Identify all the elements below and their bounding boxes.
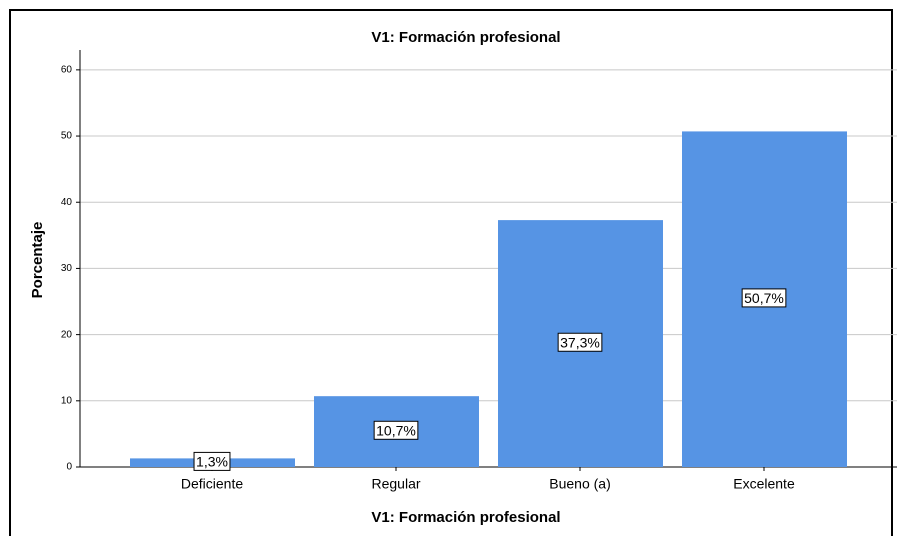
value-label-box xyxy=(741,288,787,308)
y-axis-label: Porcentaje xyxy=(29,222,46,299)
chart-title: V1: Formación profesional xyxy=(371,29,560,46)
y-tick-label: 50 xyxy=(61,131,73,142)
value-label-box xyxy=(193,451,231,471)
x-tick-label: Excelente xyxy=(733,476,795,492)
y-tick-label: 20 xyxy=(61,329,73,340)
x-tick-label: Bueno (a) xyxy=(549,476,610,492)
value-label-box xyxy=(557,332,603,352)
x-axis-label: V1: Formación profesional xyxy=(371,509,560,526)
value-label: 1,3% xyxy=(196,453,228,469)
value-label: 50,7% xyxy=(744,290,784,306)
value-label-box xyxy=(373,420,419,440)
y-tick-label: 0 xyxy=(66,462,72,473)
y-tick-label: 10 xyxy=(61,395,73,406)
x-tick-label: Regular xyxy=(371,476,420,492)
x-tick-label: Deficiente xyxy=(181,476,243,492)
y-tick-label: 30 xyxy=(61,263,73,274)
y-tick-label: 60 xyxy=(61,64,73,75)
value-label: 37,3% xyxy=(560,334,600,350)
y-tick-label: 40 xyxy=(61,197,73,208)
value-label: 10,7% xyxy=(376,422,416,438)
